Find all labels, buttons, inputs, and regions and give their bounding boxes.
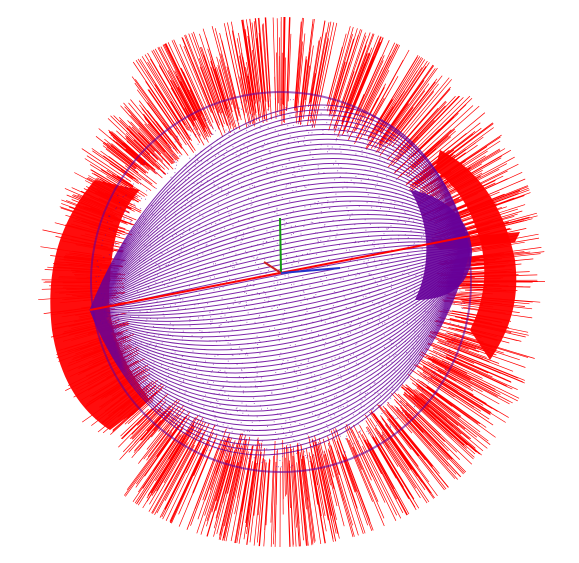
y-axis — [279, 217, 282, 274]
surface-points — [95, 98, 467, 468]
right-normal-cluster — [435, 150, 517, 360]
field-curves — [89, 91, 472, 473]
sphere-outline — [90, 91, 472, 473]
x-axis — [280, 267, 341, 274]
z-axis — [263, 261, 282, 274]
field-curve-bundle — [89, 104, 471, 456]
coordinate-axes — [263, 217, 341, 274]
right-curve-lobe — [410, 190, 472, 300]
